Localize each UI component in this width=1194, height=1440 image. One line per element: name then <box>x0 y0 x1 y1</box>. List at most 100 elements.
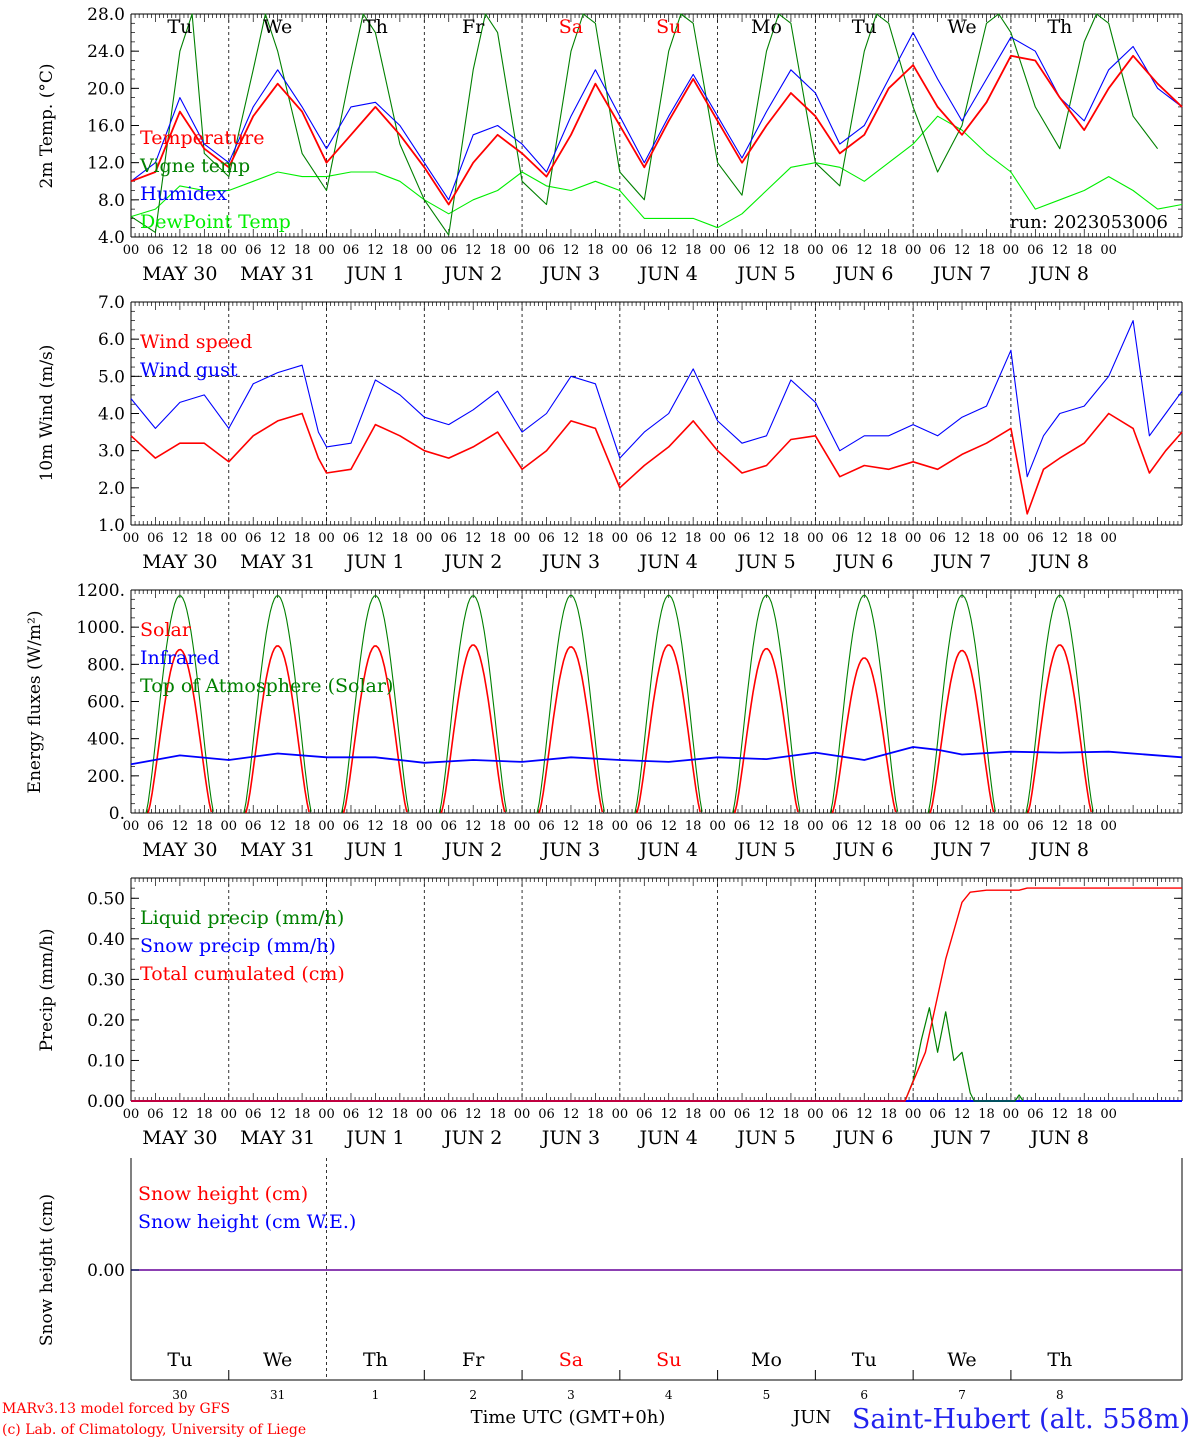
day-number: 3 <box>567 1388 575 1402</box>
hour-label: 00 <box>123 1107 140 1122</box>
hour-label: 00 <box>416 243 433 258</box>
cumulated-legend: Total cumulated (cm) <box>140 963 345 985</box>
hour-label: 12 <box>954 819 971 834</box>
hour-label: 06 <box>1027 1107 1044 1122</box>
hour-label: 06 <box>538 819 555 834</box>
hour-label: 06 <box>343 531 360 546</box>
hour-label: 18 <box>880 819 897 834</box>
hour-label: 00 <box>123 243 140 258</box>
snow-ylabel: Snow height (cm) <box>37 1194 57 1346</box>
hour-label: 00 <box>416 819 433 834</box>
date-label: JUN 1 <box>344 839 404 861</box>
hour-label: 12 <box>367 1107 384 1122</box>
hour-label: 00 <box>1003 243 1020 258</box>
toa-legend: Top of Atmosphere (Solar) <box>140 675 393 697</box>
hour-label: 06 <box>1027 243 1044 258</box>
y-tick-label: 3.0 <box>98 442 125 462</box>
hour-label: 00 <box>318 243 335 258</box>
y-tick-label: 28.0 <box>87 5 125 25</box>
hour-label: 06 <box>929 243 946 258</box>
hour-label: 06 <box>440 531 457 546</box>
date-label: JUN 6 <box>833 263 893 285</box>
date-label: JUN 5 <box>735 1127 795 1149</box>
date-label: JUN 7 <box>931 839 991 861</box>
hour-label: 12 <box>465 819 482 834</box>
date-label: JUN 4 <box>638 263 698 285</box>
vigne-temp-legend: Vigne temp <box>139 155 250 177</box>
hour-label: 12 <box>856 1107 873 1122</box>
hour-label: 06 <box>440 819 457 834</box>
hour-label: 12 <box>172 243 189 258</box>
hour-label: 00 <box>709 819 726 834</box>
hour-label: 00 <box>612 819 629 834</box>
hour-label: 12 <box>465 243 482 258</box>
date-label: MAY 31 <box>240 551 315 573</box>
hour-label: 18 <box>196 819 213 834</box>
hour-label: 06 <box>343 1107 360 1122</box>
date-label: JUN 8 <box>1029 551 1089 573</box>
hour-label: 18 <box>489 819 506 834</box>
hour-label: 18 <box>587 819 604 834</box>
day-number: 4 <box>665 1388 673 1402</box>
hour-label: 06 <box>538 243 555 258</box>
date-label: JUN 2 <box>442 839 502 861</box>
hour-label: 18 <box>489 1107 506 1122</box>
wind-ylabel: 10m Wind (m/s) <box>37 345 57 482</box>
y-tick-label: 2.0 <box>98 479 125 499</box>
hour-label: 06 <box>832 819 849 834</box>
cumulated-line <box>131 887 1182 1102</box>
hour-label: 12 <box>563 531 580 546</box>
hour-label: 12 <box>954 243 971 258</box>
date-label: JUN 7 <box>931 551 991 573</box>
date-label: JUN 7 <box>931 1127 991 1149</box>
solar-legend: Solar <box>140 619 192 641</box>
solar-curve <box>342 645 408 814</box>
hour-label: 12 <box>1052 819 1069 834</box>
hour-label: 06 <box>832 1107 849 1122</box>
hour-label: 12 <box>758 531 775 546</box>
footer: MARv3.13 model forced by GFS (c) Lab. of… <box>2 1401 1190 1438</box>
day-number: 6 <box>860 1388 868 1402</box>
hour-label: 00 <box>807 1107 824 1122</box>
wind-speed-legend: Wind speed <box>140 331 252 353</box>
liquid-precip-line <box>904 1007 1024 1102</box>
hour-label: 18 <box>196 1107 213 1122</box>
top-day-name: Tu <box>852 16 877 38</box>
day-number: 30 <box>172 1388 187 1402</box>
hour-label: 12 <box>172 1107 189 1122</box>
bottom-day-name: We <box>947 1349 976 1371</box>
hour-label: 18 <box>587 1107 604 1122</box>
hour-label: 18 <box>392 819 409 834</box>
hour-label: 06 <box>245 1107 262 1122</box>
hour-label: 18 <box>294 819 311 834</box>
hour-label: 06 <box>734 819 751 834</box>
hour-label: 18 <box>783 1107 800 1122</box>
hour-label: 12 <box>758 819 775 834</box>
hour-label: 18 <box>685 243 702 258</box>
hour-label: 06 <box>929 531 946 546</box>
hour-label: 00 <box>1003 1107 1020 1122</box>
toa-curve <box>829 594 899 814</box>
date-label: JUN 5 <box>735 839 795 861</box>
hour-label: 00 <box>318 1107 335 1122</box>
hour-label: 00 <box>220 819 237 834</box>
hour-label: 18 <box>1076 1107 1093 1122</box>
date-label: JUN 3 <box>540 1127 600 1149</box>
temperature-ylabel: 2m Temp. (°C) <box>37 63 57 188</box>
hour-label: 18 <box>294 1107 311 1122</box>
hour-label: 18 <box>685 531 702 546</box>
hour-label: 12 <box>367 531 384 546</box>
hour-label: 00 <box>1100 243 1117 258</box>
hour-label: 12 <box>269 531 286 546</box>
hour-label: 18 <box>978 243 995 258</box>
hour-label: 00 <box>612 531 629 546</box>
hour-label: 12 <box>1052 1107 1069 1122</box>
hour-label: 18 <box>294 531 311 546</box>
y-tick-label: 1000. <box>76 618 125 638</box>
hour-label: 12 <box>1052 531 1069 546</box>
hour-label: 00 <box>612 1107 629 1122</box>
date-label: JUN 8 <box>1029 839 1089 861</box>
hour-label: 12 <box>954 531 971 546</box>
solar-curve <box>245 645 310 814</box>
date-label: MAY 31 <box>240 1127 315 1149</box>
